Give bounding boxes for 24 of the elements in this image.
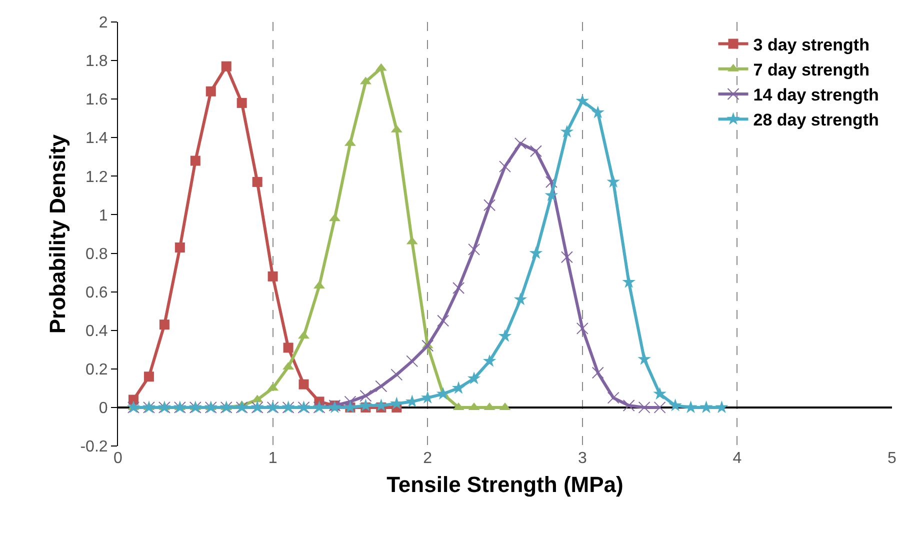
y-tick-label: 1.2	[86, 168, 108, 186]
x-tick-label: 5	[888, 450, 897, 467]
y-tick-label: 0.8	[86, 246, 108, 263]
x-tick-label: 3	[578, 450, 587, 467]
x-tick-label: 2	[423, 450, 432, 467]
y-tick-label: 1.6	[86, 92, 108, 109]
x-tick-label: 4	[732, 450, 742, 467]
y-tick-label: 0.6	[86, 284, 108, 302]
legend-label: 3 day strength	[753, 35, 870, 54]
y-tick-label: 1.8	[86, 53, 108, 70]
y-tick-label: 0	[98, 400, 108, 418]
x-tick-label: 1	[268, 450, 278, 467]
legend-label: 14 day strength	[753, 86, 879, 105]
y-tick-label: 0.2	[86, 362, 108, 379]
y-tick-label: 0.4	[86, 322, 108, 340]
legend-label: 28 day strength	[753, 110, 879, 130]
y-tick-label: -0.2	[80, 438, 108, 456]
legend-label: 7 day strength	[753, 60, 870, 80]
x-tick-label: 0	[114, 450, 123, 467]
x-axis-title: Tensile Strength (MPa)	[386, 472, 624, 497]
y-tick-label: 1.4	[86, 130, 108, 148]
y-tick-label: 2	[98, 14, 108, 32]
y-tick-label: 1	[98, 207, 108, 224]
y-axis-title: Probability Density	[45, 134, 70, 334]
